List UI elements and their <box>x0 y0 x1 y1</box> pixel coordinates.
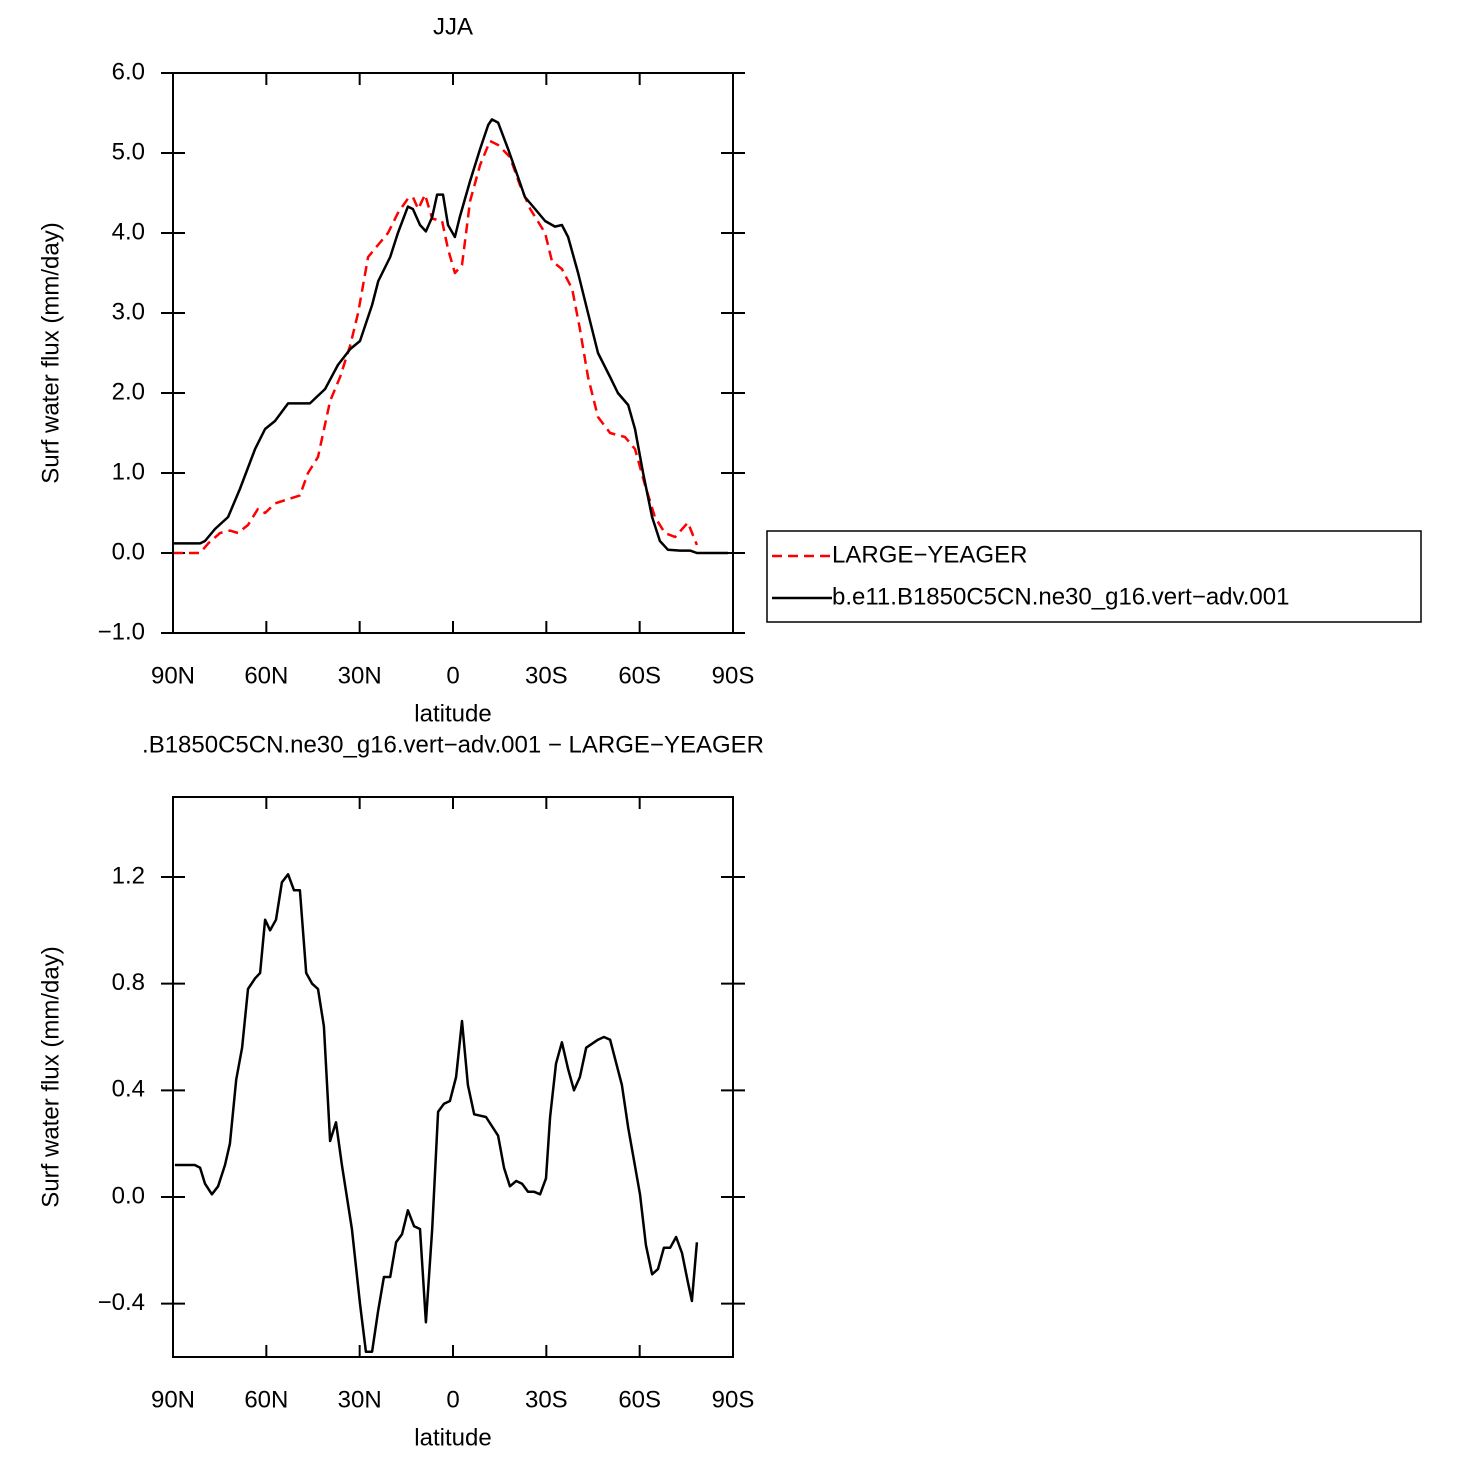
data-line <box>174 873 699 1353</box>
x-axis-label: latitude <box>414 1424 491 1451</box>
y-tick-label: 3.0 <box>112 298 145 325</box>
y-tick-label: 5.0 <box>112 138 145 165</box>
data-line <box>173 139 699 555</box>
y-tick-label: 0.4 <box>112 1076 145 1103</box>
y-tick-label: 0.0 <box>112 538 145 565</box>
legend-box <box>766 530 1422 623</box>
x-tick-label: 60N <box>244 662 288 689</box>
data-line <box>173 118 728 555</box>
y-tick-label: −0.4 <box>98 1289 145 1316</box>
x-tick-label: 60S <box>618 1386 661 1413</box>
y-tick-label: 0.8 <box>112 969 145 996</box>
legend-label: LARGE−YEAGER <box>832 541 1027 568</box>
y-tick-label: 1.0 <box>112 458 145 485</box>
chart-title: JJA <box>433 13 473 40</box>
y-tick-label: 4.0 <box>112 218 145 245</box>
x-tick-label: 30S <box>525 662 568 689</box>
x-tick-label: 90N <box>151 662 195 689</box>
y-tick-label: 2.0 <box>112 378 145 405</box>
y-tick-label: 1.2 <box>112 862 145 889</box>
y-axis-label: Surf water flux (mm/day) <box>37 946 64 1207</box>
plot-frame <box>172 72 734 634</box>
x-axis-label: latitude <box>414 700 491 727</box>
legend-label: b.e11.B1850C5CN.ne30_g16.vert−adv.001 <box>832 583 1289 610</box>
x-tick-label: 30N <box>338 1386 382 1413</box>
y-axis-label: Surf water flux (mm/day) <box>37 222 64 483</box>
x-tick-label: 0 <box>446 662 459 689</box>
x-tick-label: 30S <box>525 1386 568 1413</box>
y-tick-label: 0.0 <box>112 1182 145 1209</box>
x-tick-label: 90N <box>151 1386 195 1413</box>
x-tick-label: 90S <box>712 662 755 689</box>
x-tick-label: 30N <box>338 662 382 689</box>
x-tick-label: 90S <box>712 1386 755 1413</box>
y-tick-label: 6.0 <box>112 58 145 85</box>
x-tick-label: 0 <box>446 1386 459 1413</box>
chart-title: .B1850C5CN.ne30_g16.vert−adv.001 − LARGE… <box>142 731 764 758</box>
y-tick-label: −1.0 <box>98 618 145 645</box>
x-tick-label: 60N <box>244 1386 288 1413</box>
plot-frame <box>172 796 734 1358</box>
x-tick-label: 60S <box>618 662 661 689</box>
